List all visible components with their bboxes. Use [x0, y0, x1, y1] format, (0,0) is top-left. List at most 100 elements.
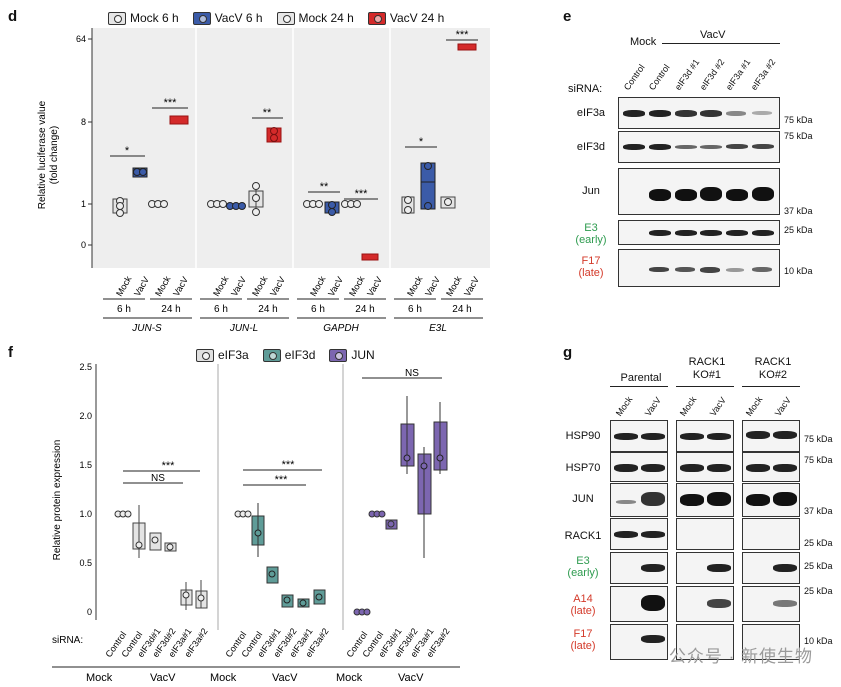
panel-d-label: d [8, 8, 18, 25]
group-jun-l: ** [207, 107, 283, 216]
box-vacv-24h [457, 43, 477, 51]
subpanel-eif3d: *** *** [234, 459, 326, 608]
svg-text:Mock: Mock [347, 274, 367, 298]
row-label: eIF3a [576, 107, 606, 119]
group-gapdh: ** *** [303, 181, 379, 261]
row-label: F17 (late) [578, 255, 604, 279]
group-jun-s: * *** [110, 97, 189, 217]
data-point [328, 201, 336, 209]
row-label: HSP70 [565, 462, 601, 474]
row-label: E3 (early) [575, 222, 607, 246]
blot-rack1-ko2 [742, 518, 800, 550]
data-point [252, 182, 260, 190]
data-point [252, 208, 260, 216]
blot-hsp90-ko2 [742, 420, 800, 452]
gene-label: JUN-S [131, 323, 162, 334]
svg-text:24 h: 24 h [355, 304, 374, 315]
sig-label: *** [164, 97, 178, 109]
blot-a14-parental [610, 586, 668, 622]
legend-item-jun: JUN [329, 348, 375, 362]
watermark-text: 公众号 · 新使生物 [668, 647, 813, 666]
data-point [404, 206, 412, 214]
legend-swatch-icon [329, 348, 348, 362]
svg-text:VacV: VacV [229, 275, 248, 298]
row-label: RACK1 [564, 530, 602, 542]
legend-item-eif3a: eIF3a [196, 348, 249, 362]
data-point [444, 198, 452, 206]
sig-label: *** [282, 459, 296, 471]
blot-hsp90-ko1 [676, 420, 734, 452]
panel-e-label: e [563, 8, 572, 25]
blot-f17-ko1 [676, 624, 734, 660]
data-point [353, 200, 361, 208]
svg-text:Mock: Mock [444, 274, 464, 298]
data-point [252, 194, 260, 202]
panel-f-label: f [8, 344, 13, 361]
lane-label: Control [646, 62, 672, 92]
lane-label: VacV [707, 395, 728, 418]
svg-text:VacV: VacV [171, 275, 190, 298]
svg-text:Mock: Mock [211, 274, 231, 298]
blot-jun [618, 168, 780, 215]
svg-text:VacV: VacV [398, 672, 424, 684]
svg-text:VacV: VacV [272, 672, 298, 684]
svg-text:VacV: VacV [268, 275, 287, 298]
blot-e3-ko1 [676, 552, 734, 584]
lane-label: Mock [613, 394, 635, 418]
group-rack1-ko1: RACK1 KO#1 [688, 356, 726, 381]
sig-label: NS [405, 368, 419, 379]
blot-jun-ko1 [676, 483, 734, 517]
svg-text:VacV: VacV [150, 672, 176, 684]
gene-label: E3L [429, 323, 447, 334]
sig-label: ** [263, 107, 272, 119]
group-rack1-ko2: RACK1 KO#2 [754, 356, 792, 381]
lane-label: VacV [772, 395, 793, 418]
svg-text:Mock: Mock [250, 274, 270, 298]
lane-label: Mock [743, 394, 765, 418]
plot-background [92, 28, 490, 268]
blot-e3-ko2 [742, 552, 800, 584]
lane-label: eIF3a #2 [748, 57, 778, 92]
gene-label: JUN-L [229, 323, 258, 334]
svg-text:VacV: VacV [326, 275, 345, 298]
group-e3l: * *** [401, 29, 478, 214]
svg-text:6 h: 6 h [311, 304, 325, 315]
row-label: E3 (early) [567, 555, 599, 579]
lane-label: VacV [642, 395, 663, 418]
data-point [160, 200, 168, 208]
data-point [270, 134, 278, 142]
legend-swatch-icon [108, 11, 126, 25]
panel-f-legend: eIF3a eIF3d JUN [196, 348, 383, 362]
data-point [238, 202, 246, 210]
legend-item-mock-6h: Mock 6 h [108, 11, 179, 25]
svg-text:Mock: Mock [114, 274, 134, 298]
box-vacv-24h [169, 115, 189, 125]
row-label: JUN [572, 493, 594, 505]
sig-label: ** [320, 181, 329, 193]
subpanel-jun: NS [353, 368, 448, 616]
legend-swatch-icon [276, 11, 295, 25]
svg-text:24 h: 24 h [452, 304, 471, 315]
y-tick-label: 8 [81, 117, 86, 127]
sirna-label: siRNA: [52, 635, 83, 646]
sig-label: * [125, 145, 130, 157]
sig-label: *** [162, 460, 176, 472]
y-tick-label: 64 [76, 34, 86, 44]
data-point [404, 196, 412, 204]
lane-label: Mock [677, 394, 699, 418]
panel-g-label: g [563, 344, 573, 361]
svg-text:6 h: 6 h [117, 304, 131, 315]
vacv-bracket [662, 43, 780, 44]
row-label: HSP90 [565, 430, 601, 442]
lane-label: eIF3d #1 [672, 57, 702, 92]
legend-item-mock-24h: Mock 24 h [276, 11, 354, 25]
data-point [328, 208, 336, 216]
svg-text:Mock: Mock [308, 274, 328, 298]
y-axis-label-line2: (fold change) [49, 126, 60, 184]
blot-f17-parental [610, 624, 668, 660]
sig-label: *** [456, 29, 470, 41]
blot-rack1-parental [610, 518, 668, 550]
data-point [270, 127, 278, 135]
svg-text:Mock: Mock [336, 672, 363, 684]
lane-label: eIF3d #2 [697, 57, 727, 92]
